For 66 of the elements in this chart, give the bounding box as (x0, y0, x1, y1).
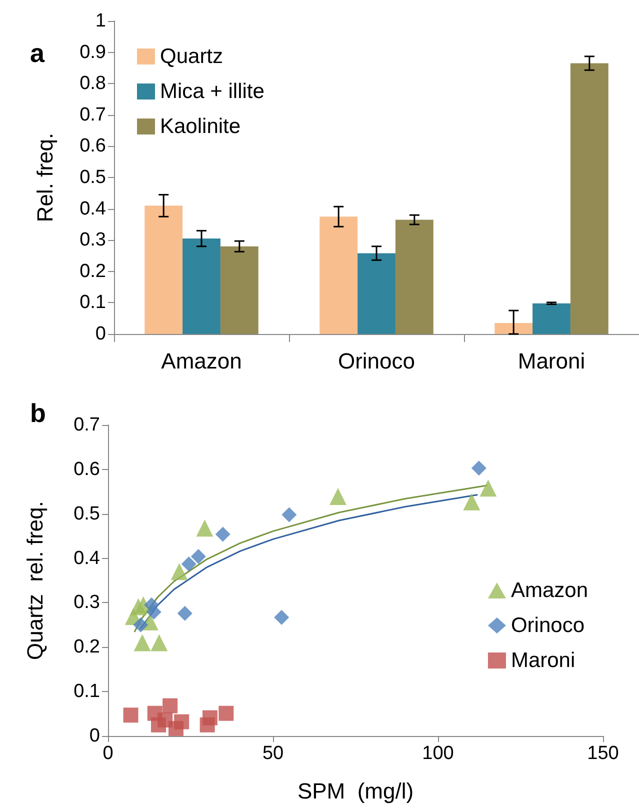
x-tick-label: 50 (262, 743, 284, 764)
point (181, 556, 196, 572)
legend-label: Amazon (510, 579, 588, 602)
y-tick-label: 0.5 (80, 167, 106, 188)
point (282, 507, 297, 522)
bar (570, 63, 608, 334)
y-tick-label: 0.7 (80, 104, 106, 126)
y-tick-label: 0.3 (80, 230, 106, 251)
x-tick-label: 150 (587, 743, 619, 764)
y-tick-label: 0.6 (74, 458, 100, 480)
point (202, 710, 218, 726)
point (133, 617, 148, 632)
bar (144, 206, 183, 334)
bar (494, 323, 533, 334)
y-tick-label: 0.7 (74, 414, 100, 436)
point (330, 488, 347, 506)
point (274, 610, 290, 625)
bar (220, 246, 258, 334)
bar (532, 303, 570, 334)
point (190, 549, 206, 564)
y-axis-title: Rel. freq. (32, 132, 58, 222)
point (177, 606, 192, 621)
point (463, 493, 480, 510)
x-tick-label: 100 (422, 743, 454, 764)
x-tick-label: Amazon (161, 348, 242, 374)
point (218, 706, 234, 721)
point (123, 708, 138, 723)
y-tick-label: 0.5 (74, 503, 100, 524)
x-tick-label: Maroni (518, 348, 586, 374)
point (134, 634, 151, 652)
point (196, 520, 214, 537)
point (174, 714, 190, 730)
point (146, 604, 162, 620)
y-tick-label: 0 (89, 726, 100, 746)
y-tick-label: 1 (95, 10, 106, 32)
text: b (30, 398, 46, 428)
y-tick-label: 0.2 (80, 260, 106, 282)
y-tick-label: 0.8 (80, 73, 106, 94)
y-tick-label: 0 (95, 324, 106, 344)
bar (395, 220, 434, 334)
y-tick-label: 0.9 (80, 42, 106, 63)
legend-label: Quartz (160, 45, 224, 68)
legend-label: Kaolinite (160, 115, 241, 138)
legend-label: Mica + illite (160, 80, 264, 103)
text: a (30, 38, 45, 68)
y-tick-label: 0.4 (80, 198, 106, 220)
y-tick-label: 0.3 (74, 592, 100, 614)
y-tick-label: 0.1 (74, 681, 100, 702)
x-axis-title: SPM (mg/l) (297, 778, 414, 804)
point (480, 480, 497, 497)
point (170, 563, 188, 580)
point (150, 634, 168, 652)
point (471, 460, 486, 476)
point (215, 526, 230, 542)
x-tick-label: Orinoco (338, 348, 416, 374)
legend-label: Orinoco (510, 614, 584, 637)
y-tick-label: 0.4 (74, 548, 100, 569)
y-axis-title: Quartz rel. freq. (22, 501, 48, 660)
y-tick-label: 0.6 (80, 136, 106, 157)
point (162, 698, 178, 714)
bar (358, 253, 396, 334)
y-tick-label: 0.1 (80, 292, 106, 314)
bar (320, 216, 358, 334)
y-tick-label: 0.2 (74, 636, 100, 658)
bar (182, 238, 220, 334)
legend-label: Maroni (510, 649, 576, 672)
